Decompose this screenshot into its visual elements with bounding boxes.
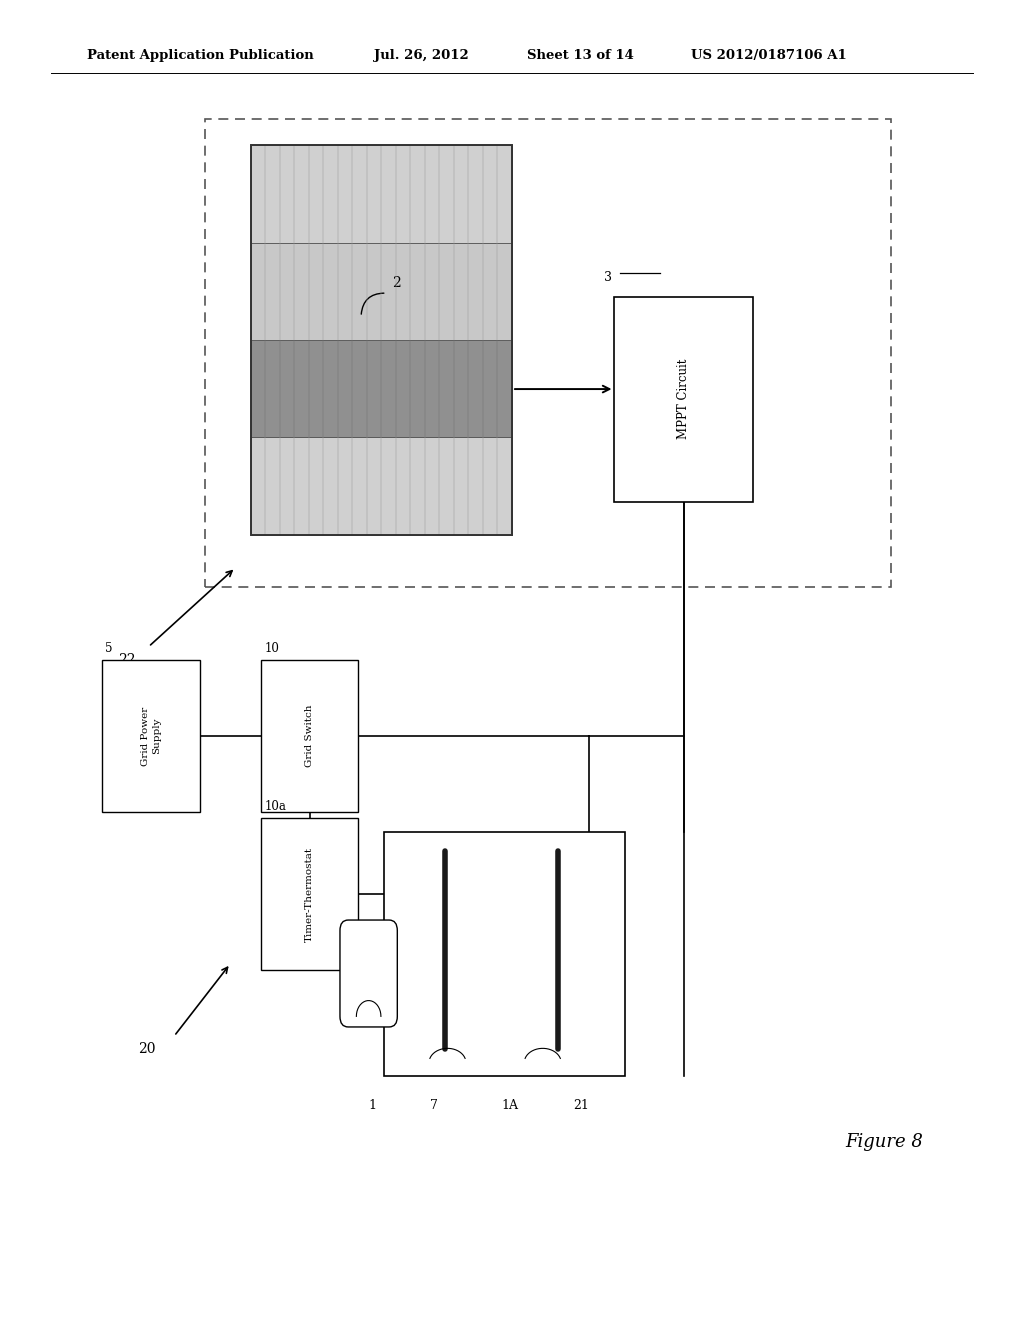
Text: 10: 10	[264, 642, 280, 655]
Bar	[261, 660, 358, 812]
Bar	[205, 119, 891, 587]
Bar	[102, 660, 200, 812]
Text: Sheet 13 of 14: Sheet 13 of 14	[527, 49, 634, 62]
Bar	[384, 832, 625, 1076]
Text: Patent Application Publication: Patent Application Publication	[87, 49, 313, 62]
Text: Grid Switch: Grid Switch	[305, 705, 314, 767]
Bar	[251, 437, 512, 535]
Text: 10a: 10a	[264, 800, 286, 813]
Bar	[261, 818, 358, 970]
Text: 20: 20	[138, 1043, 156, 1056]
Bar	[251, 243, 512, 341]
Text: Grid Power
Supply: Grid Power Supply	[141, 706, 161, 766]
Text: MPPT Circuit: MPPT Circuit	[677, 359, 690, 440]
Text: 5: 5	[105, 642, 113, 655]
Text: 21: 21	[573, 1098, 590, 1111]
Text: 2: 2	[392, 276, 400, 289]
Text: Timer-Thermostat: Timer-Thermostat	[305, 846, 314, 942]
FancyBboxPatch shape	[340, 920, 397, 1027]
Text: 1: 1	[369, 1098, 377, 1111]
Bar	[251, 145, 512, 243]
Bar	[614, 297, 753, 502]
Text: 1A: 1A	[502, 1098, 519, 1111]
Text: 3: 3	[604, 271, 612, 284]
Bar	[251, 145, 512, 535]
Text: US 2012/0187106 A1: US 2012/0187106 A1	[691, 49, 847, 62]
Bar	[251, 341, 512, 437]
Text: 7: 7	[430, 1098, 438, 1111]
Text: Jul. 26, 2012: Jul. 26, 2012	[374, 49, 469, 62]
Text: 22: 22	[118, 653, 135, 667]
Text: Figure 8: Figure 8	[845, 1133, 923, 1151]
